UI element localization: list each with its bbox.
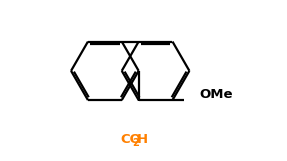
Text: H: H	[136, 133, 148, 146]
Text: OMe: OMe	[199, 88, 232, 101]
Text: 2: 2	[132, 138, 139, 148]
Text: CO: CO	[120, 133, 141, 146]
